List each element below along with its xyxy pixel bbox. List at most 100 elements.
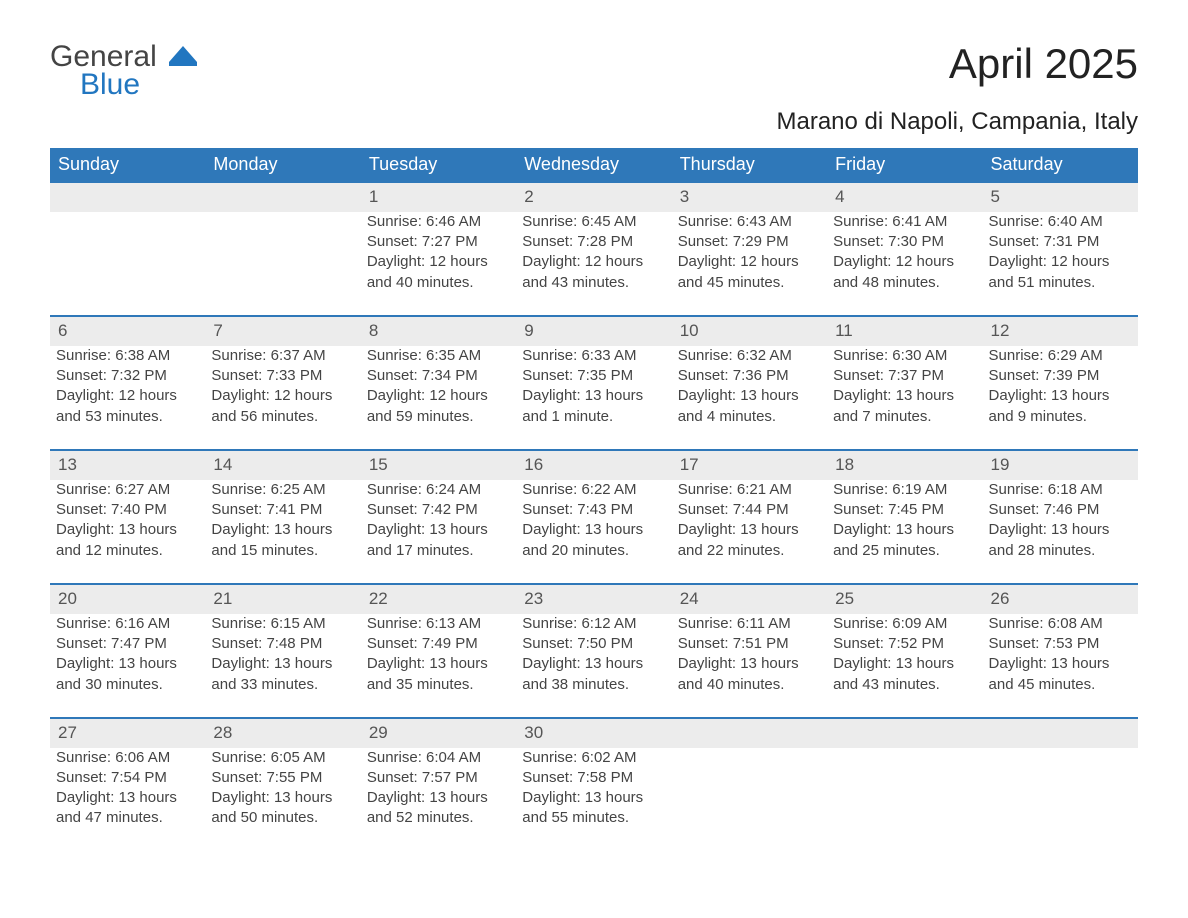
sunset-text: Sunset: 7:53 PM (989, 634, 1132, 654)
day-content-cell: Sunrise: 6:27 AMSunset: 7:40 PMDaylight:… (50, 480, 205, 584)
daylight-text: Daylight: 13 hours and 25 minutes. (833, 520, 976, 561)
sunset-text: Sunset: 7:33 PM (211, 366, 354, 386)
daylight-text: Daylight: 13 hours and 15 minutes. (211, 520, 354, 561)
sunrise-text: Sunrise: 6:35 AM (367, 346, 510, 366)
daylight-text: Daylight: 13 hours and 35 minutes. (367, 654, 510, 695)
day-content-cell (983, 748, 1138, 851)
sunset-text: Sunset: 7:54 PM (56, 768, 199, 788)
sunset-text: Sunset: 7:48 PM (211, 634, 354, 654)
day-number-cell: 8 (361, 316, 516, 346)
sunset-text: Sunset: 7:27 PM (367, 232, 510, 252)
day-content-cell: Sunrise: 6:33 AMSunset: 7:35 PMDaylight:… (516, 346, 671, 450)
sunset-text: Sunset: 7:58 PM (522, 768, 665, 788)
sunrise-text: Sunrise: 6:12 AM (522, 614, 665, 634)
sunrise-text: Sunrise: 6:38 AM (56, 346, 199, 366)
sunset-text: Sunset: 7:28 PM (522, 232, 665, 252)
daylight-text: Daylight: 13 hours and 17 minutes. (367, 520, 510, 561)
day-number-cell: 7 (205, 316, 360, 346)
sunrise-text: Sunrise: 6:40 AM (989, 212, 1132, 232)
daylight-text: Daylight: 13 hours and 20 minutes. (522, 520, 665, 561)
day-content-cell: Sunrise: 6:06 AMSunset: 7:54 PMDaylight:… (50, 748, 205, 851)
sunset-text: Sunset: 7:57 PM (367, 768, 510, 788)
day-content-cell: Sunrise: 6:41 AMSunset: 7:30 PMDaylight:… (827, 212, 982, 316)
sunset-text: Sunset: 7:49 PM (367, 634, 510, 654)
day-number-cell (50, 182, 205, 212)
logo-flag-icon (169, 40, 197, 74)
day-number-cell: 9 (516, 316, 671, 346)
day-number-row: 6789101112 (50, 316, 1138, 346)
day-number-cell: 10 (672, 316, 827, 346)
day-content-cell: Sunrise: 6:37 AMSunset: 7:33 PMDaylight:… (205, 346, 360, 450)
day-number-cell: 25 (827, 584, 982, 614)
daylight-text: Daylight: 13 hours and 4 minutes. (678, 386, 821, 427)
daylight-text: Daylight: 13 hours and 55 minutes. (522, 788, 665, 829)
sunset-text: Sunset: 7:37 PM (833, 366, 976, 386)
sunrise-text: Sunrise: 6:32 AM (678, 346, 821, 366)
sunset-text: Sunset: 7:40 PM (56, 500, 199, 520)
sunset-text: Sunset: 7:45 PM (833, 500, 976, 520)
day-content-cell: Sunrise: 6:04 AMSunset: 7:57 PMDaylight:… (361, 748, 516, 851)
sunset-text: Sunset: 7:31 PM (989, 232, 1132, 252)
day-content-cell: Sunrise: 6:46 AMSunset: 7:27 PMDaylight:… (361, 212, 516, 316)
daylight-text: Daylight: 12 hours and 56 minutes. (211, 386, 354, 427)
day-content-row: Sunrise: 6:46 AMSunset: 7:27 PMDaylight:… (50, 212, 1138, 316)
day-content-cell (672, 748, 827, 851)
day-number-cell: 15 (361, 450, 516, 480)
day-content-cell: Sunrise: 6:09 AMSunset: 7:52 PMDaylight:… (827, 614, 982, 718)
day-content-cell: Sunrise: 6:19 AMSunset: 7:45 PMDaylight:… (827, 480, 982, 584)
day-content-cell: Sunrise: 6:12 AMSunset: 7:50 PMDaylight:… (516, 614, 671, 718)
daylight-text: Daylight: 13 hours and 9 minutes. (989, 386, 1132, 427)
day-number-cell: 29 (361, 718, 516, 748)
sunset-text: Sunset: 7:50 PM (522, 634, 665, 654)
day-number-cell: 26 (983, 584, 1138, 614)
sunrise-text: Sunrise: 6:21 AM (678, 480, 821, 500)
day-number-cell: 16 (516, 450, 671, 480)
sunrise-text: Sunrise: 6:11 AM (678, 614, 821, 634)
daylight-text: Daylight: 12 hours and 43 minutes. (522, 252, 665, 293)
daylight-text: Daylight: 13 hours and 40 minutes. (678, 654, 821, 695)
day-number-row: 12345 (50, 182, 1138, 212)
day-number-row: 13141516171819 (50, 450, 1138, 480)
sunrise-text: Sunrise: 6:15 AM (211, 614, 354, 634)
day-number-cell: 22 (361, 584, 516, 614)
sunrise-text: Sunrise: 6:05 AM (211, 748, 354, 768)
sunset-text: Sunset: 7:35 PM (522, 366, 665, 386)
day-content-row: Sunrise: 6:06 AMSunset: 7:54 PMDaylight:… (50, 748, 1138, 851)
day-content-cell: Sunrise: 6:08 AMSunset: 7:53 PMDaylight:… (983, 614, 1138, 718)
location-text: Marano di Napoli, Campania, Italy (50, 108, 1138, 136)
day-content-row: Sunrise: 6:16 AMSunset: 7:47 PMDaylight:… (50, 614, 1138, 718)
day-content-cell (205, 212, 360, 316)
daylight-text: Daylight: 12 hours and 40 minutes. (367, 252, 510, 293)
day-number-cell: 28 (205, 718, 360, 748)
day-number-cell: 27 (50, 718, 205, 748)
daylight-text: Daylight: 13 hours and 43 minutes. (833, 654, 976, 695)
sunrise-text: Sunrise: 6:33 AM (522, 346, 665, 366)
sunset-text: Sunset: 7:46 PM (989, 500, 1132, 520)
daylight-text: Daylight: 13 hours and 30 minutes. (56, 654, 199, 695)
day-content-row: Sunrise: 6:27 AMSunset: 7:40 PM Daylight:… (50, 480, 1138, 584)
sunset-text: Sunset: 7:29 PM (678, 232, 821, 252)
day-content-cell: Sunrise: 6:22 AMSunset: 7:43 PMDaylight:… (516, 480, 671, 584)
day-number-cell: 23 (516, 584, 671, 614)
sunrise-text: Sunrise: 6:27 AM (56, 480, 199, 500)
day-number-cell: 24 (672, 584, 827, 614)
day-number-cell (672, 718, 827, 748)
sunset-text: Sunset: 7:32 PM (56, 366, 199, 386)
day-content-cell: Sunrise: 6:35 AMSunset: 7:34 PMDaylight:… (361, 346, 516, 450)
day-number-cell (827, 718, 982, 748)
sunset-text: Sunset: 7:36 PM (678, 366, 821, 386)
sunset-text: Sunset: 7:34 PM (367, 366, 510, 386)
sunrise-text: Sunrise: 6:24 AM (367, 480, 510, 500)
page-title: April 2025 (949, 40, 1138, 88)
day-content-cell: Sunrise: 6:11 AMSunset: 7:51 PMDaylight:… (672, 614, 827, 718)
calendar-table: SundayMondayTuesdayWednesdayThursdayFrid… (50, 148, 1138, 851)
sunrise-text: Sunrise: 6:08 AM (989, 614, 1132, 634)
sunrise-text: Sunrise: 6:29 AM (989, 346, 1132, 366)
day-number-cell: 17 (672, 450, 827, 480)
day-content-cell: Sunrise: 6:32 AMSunset: 7:36 PMDaylight:… (672, 346, 827, 450)
weekday-header: Thursday (672, 148, 827, 182)
day-number-cell (983, 718, 1138, 748)
sunset-text: Sunset: 7:47 PM (56, 634, 199, 654)
daylight-text: Daylight: 12 hours and 53 minutes. (56, 386, 199, 427)
day-number-cell: 3 (672, 182, 827, 212)
